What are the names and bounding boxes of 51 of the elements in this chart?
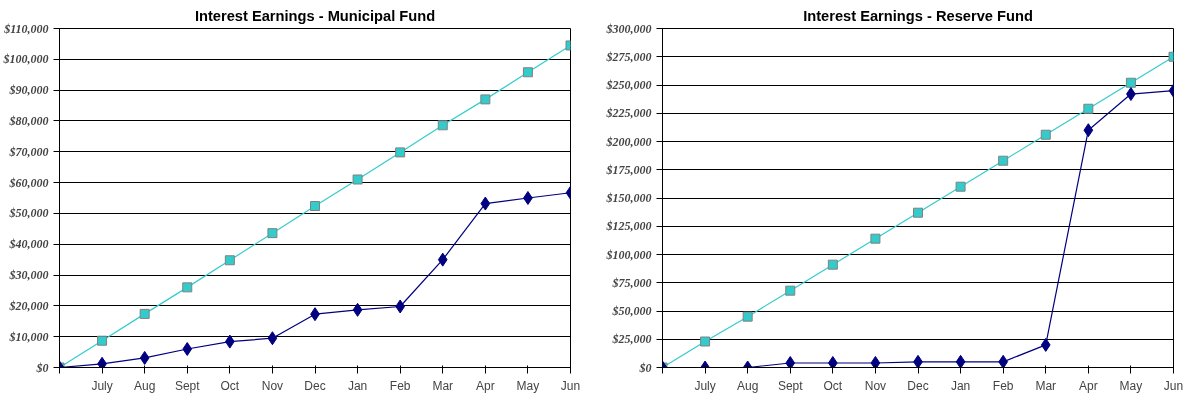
x-tick-label: Sept (777, 378, 804, 393)
y-tick-label: $200,000 (605, 134, 652, 149)
y-tick-label: $20,000 (8, 298, 49, 313)
x-tick-label: Dec (304, 378, 326, 393)
x-tick-label: July (91, 378, 113, 393)
x-tick-label: Oct (823, 378, 843, 393)
y-tick-label: $75,000 (611, 275, 652, 290)
chart-title: Interest Earnings - Municipal Fund (194, 7, 436, 24)
x-tick-label: Aug (133, 378, 156, 393)
x-tick-label: Feb (389, 378, 411, 393)
y-tick-label: $60,000 (8, 175, 49, 190)
x-tick-label: July (694, 378, 716, 393)
y-tick-label: $250,000 (605, 78, 652, 92)
y-tick-label: $80,000 (8, 113, 49, 128)
x-tick-label: May (1119, 378, 1143, 393)
y-tick-label: $225,000 (605, 106, 652, 121)
y-tick-label: $0 (638, 360, 652, 375)
y-tick-label: $100,000 (2, 52, 49, 67)
y-tick-label: $300,000 (605, 21, 652, 36)
y-tick-label: $90,000 (8, 83, 49, 98)
y-tick-label: $50,000 (611, 304, 652, 318)
x-tick-label: Nov (261, 378, 284, 393)
x-tick-label: Jun (1163, 378, 1184, 393)
y-tick-label: $40,000 (8, 237, 49, 252)
y-tick-label: $0 (35, 360, 49, 375)
y-tick-label: $25,000 (611, 332, 652, 347)
y-tick-label: $125,000 (605, 219, 652, 234)
x-tick-label: Jan (347, 378, 368, 393)
y-tick-label: $100,000 (605, 247, 652, 262)
x-tick-label: Aug (736, 378, 759, 393)
y-tick-label: $110,000 (3, 21, 49, 36)
y-tick-label: $150,000 (605, 191, 652, 205)
y-tick-label: $10,000 (8, 329, 49, 344)
x-tick-label: Mar (1035, 378, 1057, 393)
y-tick-label: $30,000 (8, 268, 49, 283)
x-tick-label: May (516, 378, 540, 393)
x-tick-label: Nov (864, 378, 887, 393)
x-tick-label: Mar (432, 378, 454, 393)
x-tick-label: Jan (950, 378, 971, 393)
x-tick-label: Apr (1079, 378, 1098, 393)
y-tick-label: $275,000 (605, 49, 652, 64)
y-tick-label: $50,000 (8, 206, 49, 221)
y-tick-label: $70,000 (8, 144, 49, 159)
x-tick-label: Apr (476, 378, 495, 393)
x-tick-label: Feb (992, 378, 1014, 393)
x-tick-label: Oct (220, 378, 240, 393)
x-tick-label: Jun (560, 378, 581, 393)
x-tick-label: Sept (174, 378, 201, 393)
x-tick-label: Dec (907, 378, 929, 393)
chart-title: Interest Earnings - Reserve Fund (803, 7, 1033, 24)
y-tick-label: $175,000 (605, 162, 652, 177)
